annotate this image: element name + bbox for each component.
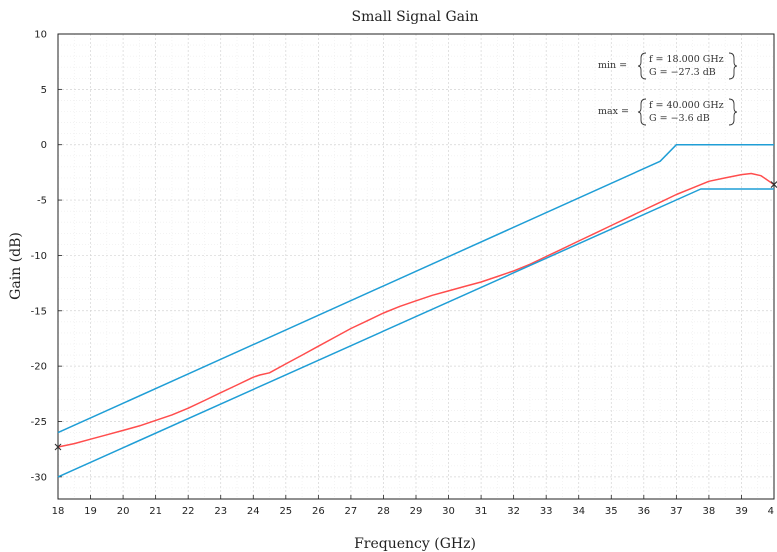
x-tick-label: 36 [637, 506, 650, 517]
x-tick-label: 29 [410, 506, 423, 517]
x-tick-label: 31 [475, 506, 488, 517]
x-tick-label: 23 [214, 506, 227, 517]
x-tick-label: 19 [84, 506, 97, 517]
x-axis: 18 19 20 21 22 23 24 25 26 27 28 29 30 31 32 33 34 35 36 37… [52, 495, 775, 517]
min-brace-right [728, 52, 738, 80]
y-axis: 10 5 0 -5 -10 -15 -20 -25 -30 [31, 30, 62, 483]
x-tick-label: 28 [377, 506, 390, 517]
x-axis-title: Frequency (GHz) [354, 536, 476, 552]
max-annotation: max = f = 40.000 GHz G = −3.6 dB [598, 98, 738, 126]
min-marker [54, 443, 62, 451]
series-layer [57, 143, 775, 478]
x-tick-label: 4 [768, 506, 774, 517]
y-tick-label: -10 [31, 251, 47, 262]
y-tick-label: -5 [37, 196, 47, 207]
x-tick-label: 30 [442, 506, 455, 517]
x-tick-label: 20 [117, 506, 130, 517]
y-tick-label: 5 [41, 85, 47, 96]
x-tick-label: 33 [540, 506, 553, 517]
y-tick-label: 10 [34, 30, 47, 41]
y-axis-title: Gain (dB) [8, 232, 24, 300]
min-annotation-label: min = [598, 60, 627, 71]
upper-limit-line [57, 143, 774, 434]
grid [58, 33, 774, 499]
max-marker [770, 181, 777, 188]
x-tick-label: 18 [52, 506, 65, 517]
y-tick-label: -15 [31, 306, 47, 317]
x-tick-label: 38 [703, 506, 716, 517]
min-brace-left [637, 52, 647, 80]
min-annotation-gain: G = −27.3 dB [649, 67, 716, 78]
min-annotation: min = f = 18.000 GHz G = −27.3 dB [598, 52, 738, 80]
measured-gain-line [57, 172, 775, 448]
x-tick-label: 24 [247, 506, 260, 517]
x-tick-label: 25 [279, 506, 292, 517]
x-tick-label: 27 [345, 506, 358, 517]
max-brace-left [637, 98, 647, 126]
x-tick-label: 37 [670, 506, 683, 517]
max-annotation-label: max = [598, 106, 629, 117]
y-tick-label: -30 [31, 472, 47, 483]
lower-limit-line [57, 188, 774, 478]
min-annotation-frequency: f = 18.000 GHz [649, 54, 724, 65]
x-tick-label: 32 [507, 506, 520, 517]
chart-title: Small Signal Gain [352, 9, 479, 25]
y-tick-label: -20 [31, 362, 47, 373]
x-tick-label: 21 [149, 506, 162, 517]
max-annotation-frequency: f = 40.000 GHz [649, 100, 724, 111]
x-tick-label: 22 [182, 506, 195, 517]
max-brace-right [728, 98, 738, 126]
x-tick-label: 39 [735, 506, 748, 517]
x-tick-label: 35 [605, 506, 618, 517]
x-tick-label: 26 [312, 506, 325, 517]
y-tick-label: 0 [41, 140, 47, 151]
y-tick-label: -25 [31, 417, 47, 428]
marker-layer [54, 181, 777, 451]
x-tick-label: 34 [572, 506, 585, 517]
max-annotation-gain: G = −3.6 dB [649, 113, 710, 124]
